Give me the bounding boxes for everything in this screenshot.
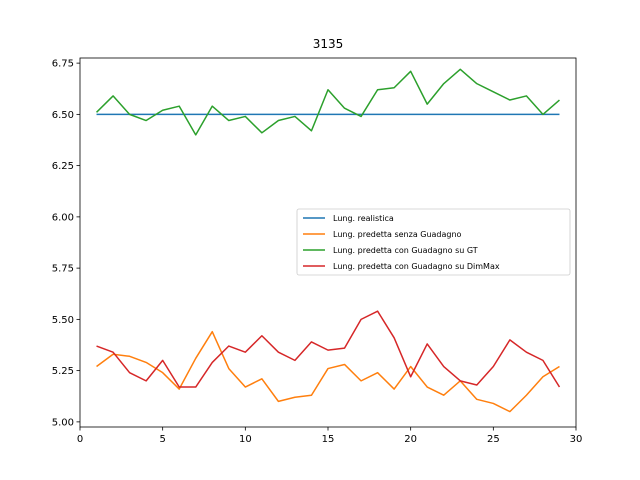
y-tick-label: 5.25 [52, 366, 74, 377]
series-line-4 [96, 310, 561, 388]
x-tick-label: 15 [322, 434, 335, 445]
x-tick-label: 20 [404, 434, 417, 445]
axes-layer: 0 5 10 15 20 25 30 5.00 5.25 5.50 5.75 6.00 6.25 6.50… [52, 57, 583, 445]
y-tick-label: 6.75 [52, 59, 74, 70]
chart-title: 3135 [313, 37, 344, 51]
y-tick-label: 6.25 [52, 161, 74, 172]
series-line-2 [96, 330, 560, 413]
y-tick-label: 5.00 [52, 417, 74, 428]
y-tick-label: 6.00 [52, 212, 74, 223]
x-tick-label: 5 [159, 434, 165, 445]
y-tick-label: 5.75 [52, 264, 74, 275]
legend-label-4: Lung. predetta con Guadagno su DimMax [333, 262, 500, 271]
legend: Lung. realistica Lung. predetta senza Gua… [296, 208, 571, 276]
x-tick-label: 10 [239, 434, 252, 445]
y-tick-label: 5.50 [52, 315, 74, 326]
series-layer [96, 68, 561, 413]
y-tick-label: 6.50 [52, 110, 74, 121]
series-line-3 [96, 68, 560, 136]
x-tick-label: 0 [77, 434, 83, 445]
legend-label-1: Lung. realistica [333, 214, 394, 223]
legend-label-3: Lung. predetta con Guadagno su GT [333, 246, 478, 255]
legend-label-2: Lung. predetta senza Guadagno [333, 230, 462, 239]
x-tick-label: 30 [570, 434, 583, 445]
x-tick-label: 25 [487, 434, 500, 445]
legend-box [296, 208, 571, 276]
